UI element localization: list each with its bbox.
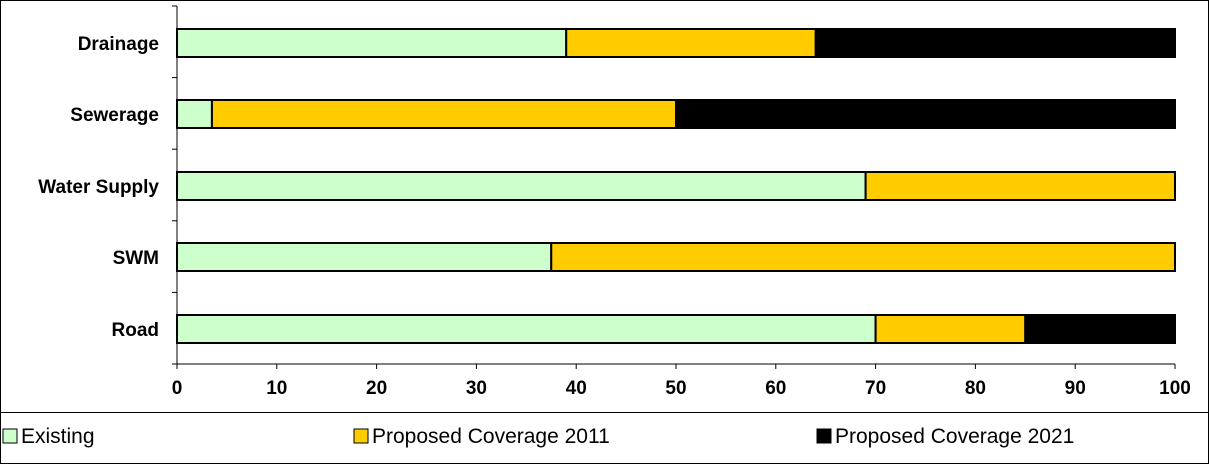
bar-segment-water-supply-series-1 [864,171,1176,201]
bar-segment-road-series-2 [1024,314,1177,344]
bar-segment-swm-series-0 [176,242,553,272]
bar-segment-drainage-series-0 [176,28,568,58]
legend-swatch [2,428,18,444]
legend-box [0,412,1209,464]
bar-segment-sewerage-series-0 [176,99,213,129]
x-tick-label: 10 [266,378,287,399]
bars-layer [176,28,1177,344]
legend-label: Proposed Coverage 2021 [835,425,1074,448]
category-label: Sewerage [70,105,159,126]
bar-segment-road-series-0 [176,314,877,344]
legend-swatch [353,428,369,444]
x-tick-label: 70 [865,378,886,399]
category-label: SWM [113,248,159,269]
bar-segment-water-supply-series-0 [176,171,867,201]
bar-segment-road-series-1 [874,314,1027,344]
x-tick-label: 0 [172,378,183,399]
bar-segment-sewerage-series-1 [210,99,677,129]
legend-label: Proposed Coverage 2011 [372,425,610,448]
legend-swatch [816,428,832,444]
x-tick-label: 30 [466,378,487,399]
x-tick-label: 50 [665,378,686,399]
x-tick-label: 60 [765,378,786,399]
category-label: Water Supply [38,177,159,198]
category-label: Road [112,320,160,341]
x-tick-label: 80 [965,378,986,399]
legend-label: Existing [21,425,95,448]
axis-layer: Drainage Sewerage Water Supply SWM Road 0 10 20… [38,5,1191,399]
x-tick-label: 20 [366,378,387,399]
x-tick-label: 40 [566,378,587,399]
legend: Existing Proposed Coverage 2011 Proposed C… [0,412,1209,464]
bar-segment-swm-series-1 [550,242,1176,272]
x-tick-label: 100 [1159,378,1191,399]
bar-segment-sewerage-series-2 [675,99,1176,129]
x-tick-label: 90 [1065,378,1086,399]
bar-segment-drainage-series-2 [814,28,1176,58]
bar-segment-drainage-series-1 [565,28,817,58]
category-label: Drainage [78,34,159,55]
